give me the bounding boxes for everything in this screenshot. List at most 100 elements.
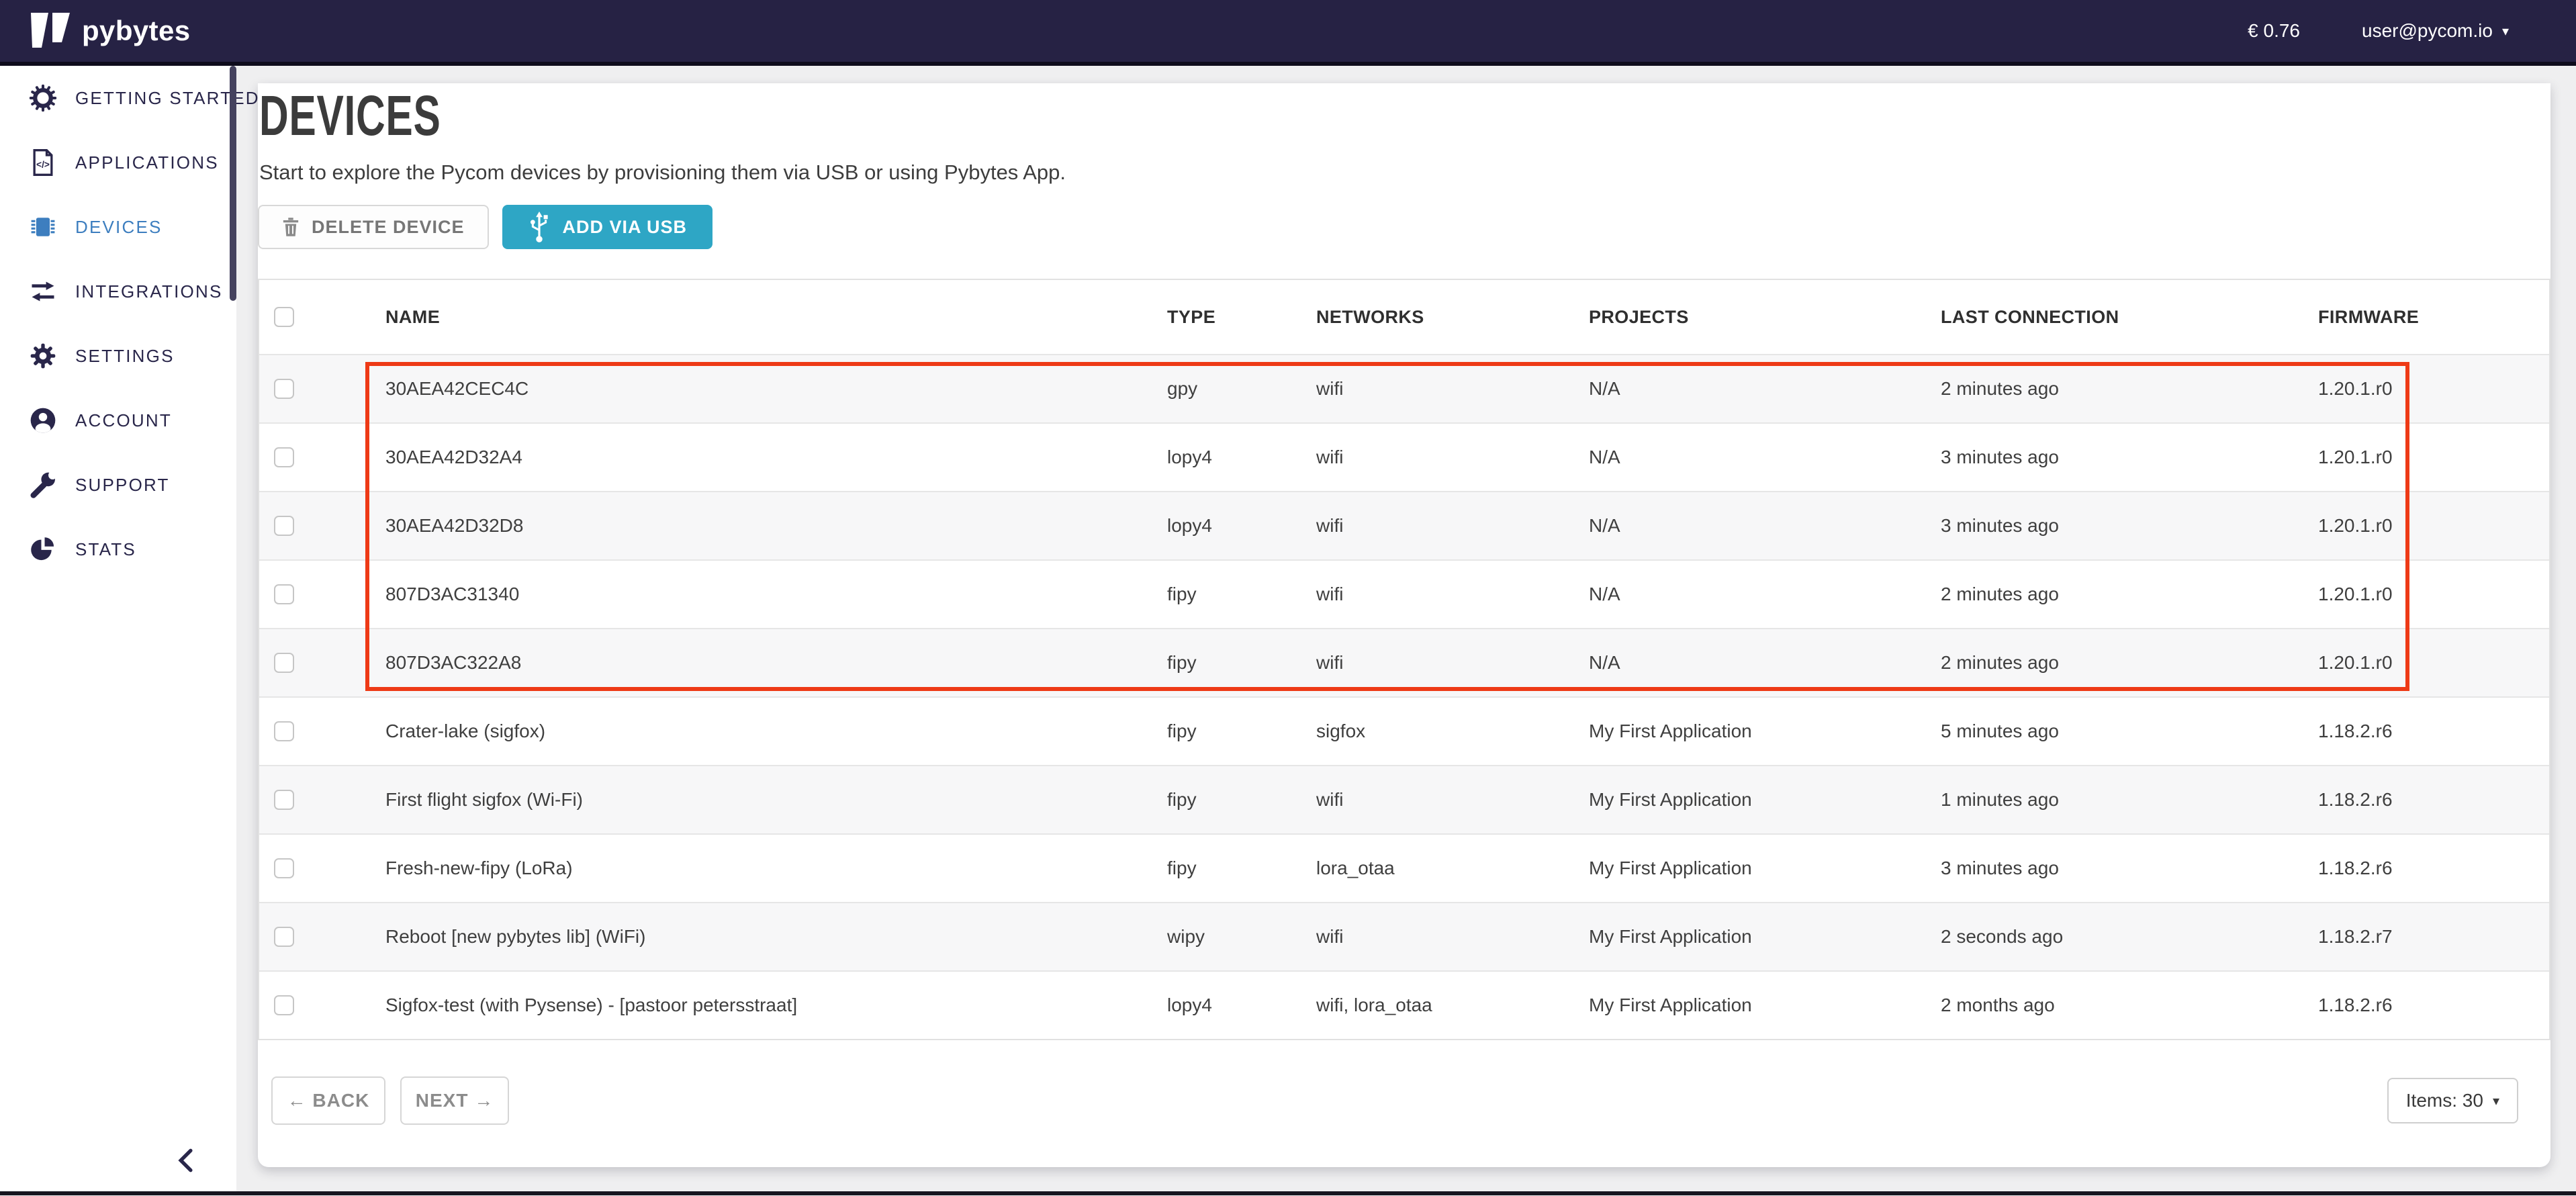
device-name-cell: Sigfox-test (with Pysense) - [pastoor pe…: [385, 995, 798, 1015]
chevron-left-icon: [178, 1148, 193, 1172]
row-checkbox[interactable]: [274, 516, 294, 536]
column-header-projects: PROJECTS: [1589, 306, 1689, 327]
select-all-checkbox[interactable]: [274, 307, 294, 327]
wrench-icon: [30, 470, 58, 498]
row-checkbox[interactable]: [274, 653, 294, 673]
device-projects-cell: My First Application: [1589, 858, 1752, 878]
row-checkbox[interactable]: [274, 995, 294, 1015]
row-checkbox[interactable]: [274, 721, 294, 741]
column-header-name: NAME: [385, 306, 441, 327]
device-last-connection-cell: 2 minutes ago: [1941, 652, 2059, 673]
add-via-usb-button[interactable]: ADD VIA USB: [502, 205, 713, 249]
next-button[interactable]: NEXT →: [400, 1076, 509, 1125]
sidebar-item-settings[interactable]: SETTINGS: [0, 324, 236, 388]
device-firmware-cell: 1.18.2.r6: [2318, 995, 2393, 1015]
device-type-cell: fipy: [1167, 584, 1197, 604]
device-projects-cell: N/A: [1589, 652, 1620, 673]
chevron-down-icon: ▾: [2492, 1093, 2499, 1109]
user-email: user@pycom.io: [2362, 20, 2493, 41]
trash-icon: [283, 218, 299, 236]
sidebar-item-integrations[interactable]: INTEGRATIONS: [0, 259, 236, 324]
chevron-down-icon: ▾: [2501, 24, 2509, 39]
row-checkbox[interactable]: [274, 584, 294, 604]
row-checkbox[interactable]: [274, 379, 294, 399]
content-card: DEVICES Start to explore the Pycom devic…: [258, 83, 2550, 1167]
table-row[interactable]: 807D3AC322A8 fipy wifi N/A 2 minutes ago…: [259, 628, 2549, 696]
sidebar-item-account[interactable]: ACCOUNT: [0, 388, 236, 453]
device-networks-cell: wifi: [1316, 515, 1344, 536]
table-row[interactable]: 807D3AC31340 fipy wifi N/A 2 minutes ago…: [259, 559, 2549, 628]
sidebar-item-label: GETTING STARTED: [75, 87, 260, 108]
device-projects-cell: N/A: [1589, 378, 1620, 399]
row-checkbox[interactable]: [274, 790, 294, 810]
back-button[interactable]: ← BACK: [271, 1076, 385, 1125]
pagination: ← BACK NEXT → Items: 30 ▾: [258, 1076, 2550, 1125]
brand-logo[interactable]: pybytes: [0, 13, 191, 49]
device-last-connection-cell: 5 minutes ago: [1941, 721, 2059, 741]
table-body: 30AEA42CEC4C gpy wifi N/A 2 minutes ago …: [259, 354, 2549, 1039]
device-networks-cell: wifi: [1316, 789, 1344, 810]
device-networks-cell: wifi: [1316, 584, 1344, 604]
items-per-page-dropdown[interactable]: Items: 30 ▾: [2387, 1078, 2518, 1123]
table-row[interactable]: Crater-lake (sigfox) fipy sigfox My Firs…: [259, 696, 2549, 765]
devices-table: NAME TYPE NETWORKS PROJECTS LAST CONNECT…: [258, 279, 2550, 1040]
usb-icon: [530, 211, 548, 242]
device-last-connection-cell: 1 minutes ago: [1941, 789, 2059, 810]
device-firmware-cell: 1.20.1.r0: [2318, 378, 2393, 399]
device-type-cell: fipy: [1167, 721, 1197, 741]
collapse-sidebar-button[interactable]: [177, 1148, 204, 1178]
table-row[interactable]: 30AEA42D32A4 lopy4 wifi N/A 3 minutes ag…: [259, 422, 2549, 491]
device-last-connection-cell: 3 minutes ago: [1941, 447, 2059, 467]
row-checkbox[interactable]: [274, 927, 294, 947]
device-last-connection-cell: 2 minutes ago: [1941, 584, 2059, 604]
delete-device-button[interactable]: DELETE DEVICE: [258, 205, 489, 249]
window-bottom-edge: [0, 1191, 2576, 1195]
table-row[interactable]: 30AEA42CEC4C gpy wifi N/A 2 minutes ago …: [259, 354, 2549, 422]
account-balance: € 0.76: [2248, 20, 2301, 41]
sidebar-item-applications[interactable]: </> APPLICATIONS: [0, 130, 236, 195]
items-per-page-label: Items: 30: [2405, 1090, 2483, 1111]
sidebar-item-devices[interactable]: DEVICES: [0, 195, 236, 259]
sidebar-scrollbar[interactable]: [230, 66, 236, 301]
table-row[interactable]: Sigfox-test (with Pysense) - [pastoor pe…: [259, 970, 2549, 1039]
svg-text:</>: </>: [36, 159, 50, 169]
pie-chart-icon: [31, 537, 54, 561]
toolbar: DELETE DEVICE ADD VIA USB: [258, 205, 2550, 249]
device-projects-cell: My First Application: [1589, 789, 1752, 810]
table-row[interactable]: Reboot [new pybytes lib] (WiFi) wipy wif…: [259, 902, 2549, 970]
add-via-usb-label: ADD VIA USB: [562, 216, 688, 237]
row-checkbox[interactable]: [274, 447, 294, 467]
page-subtitle: Start to explore the Pycom devices by pr…: [259, 160, 1066, 184]
device-type-cell: lopy4: [1167, 515, 1212, 536]
device-type-cell: fipy: [1167, 652, 1197, 673]
user-menu[interactable]: user@pycom.io ▾: [2362, 20, 2509, 42]
device-type-cell: gpy: [1167, 378, 1198, 399]
table-row[interactable]: 30AEA42D32D8 lopy4 wifi N/A 3 minutes ag…: [259, 491, 2549, 559]
chip-icon: [31, 218, 55, 236]
device-last-connection-cell: 2 months ago: [1941, 995, 2055, 1015]
gear-icon: [30, 343, 56, 369]
device-type-cell: wipy: [1167, 926, 1205, 947]
device-firmware-cell: 1.20.1.r0: [2318, 584, 2393, 604]
code-file-icon: </>: [33, 149, 53, 176]
device-projects-cell: N/A: [1589, 515, 1620, 536]
device-firmware-cell: 1.20.1.r0: [2318, 515, 2393, 536]
row-checkbox[interactable]: [274, 858, 294, 878]
device-name-cell: Fresh-new-fipy (LoRa): [385, 858, 573, 878]
device-networks-cell: wifi: [1316, 926, 1344, 947]
column-header-last-connection: LAST CONNECTION: [1941, 306, 2119, 327]
sidebar-item-getting-started[interactable]: GETTING STARTED: [0, 66, 259, 130]
main-content: DEVICES Start to explore the Pycom devic…: [236, 66, 2576, 1191]
table-row[interactable]: First flight sigfox (Wi-Fi) fipy wifi My…: [259, 765, 2549, 833]
device-type-cell: lopy4: [1167, 447, 1212, 467]
device-networks-cell: wifi, lora_otaa: [1316, 995, 1432, 1015]
device-networks-cell: lora_otaa: [1316, 858, 1395, 878]
table-row[interactable]: Fresh-new-fipy (LoRa) fipy lora_otaa My …: [259, 833, 2549, 902]
sidebar-item-support[interactable]: SUPPORT: [0, 453, 236, 517]
topbar: pybytes € 0.76 user@pycom.io ▾: [0, 0, 2576, 66]
device-type-cell: fipy: [1167, 789, 1197, 810]
device-type-cell: lopy4: [1167, 995, 1212, 1015]
device-networks-cell: wifi: [1316, 447, 1344, 467]
swap-arrows-icon: [32, 281, 54, 302]
sidebar-item-stats[interactable]: STATS: [0, 517, 236, 582]
